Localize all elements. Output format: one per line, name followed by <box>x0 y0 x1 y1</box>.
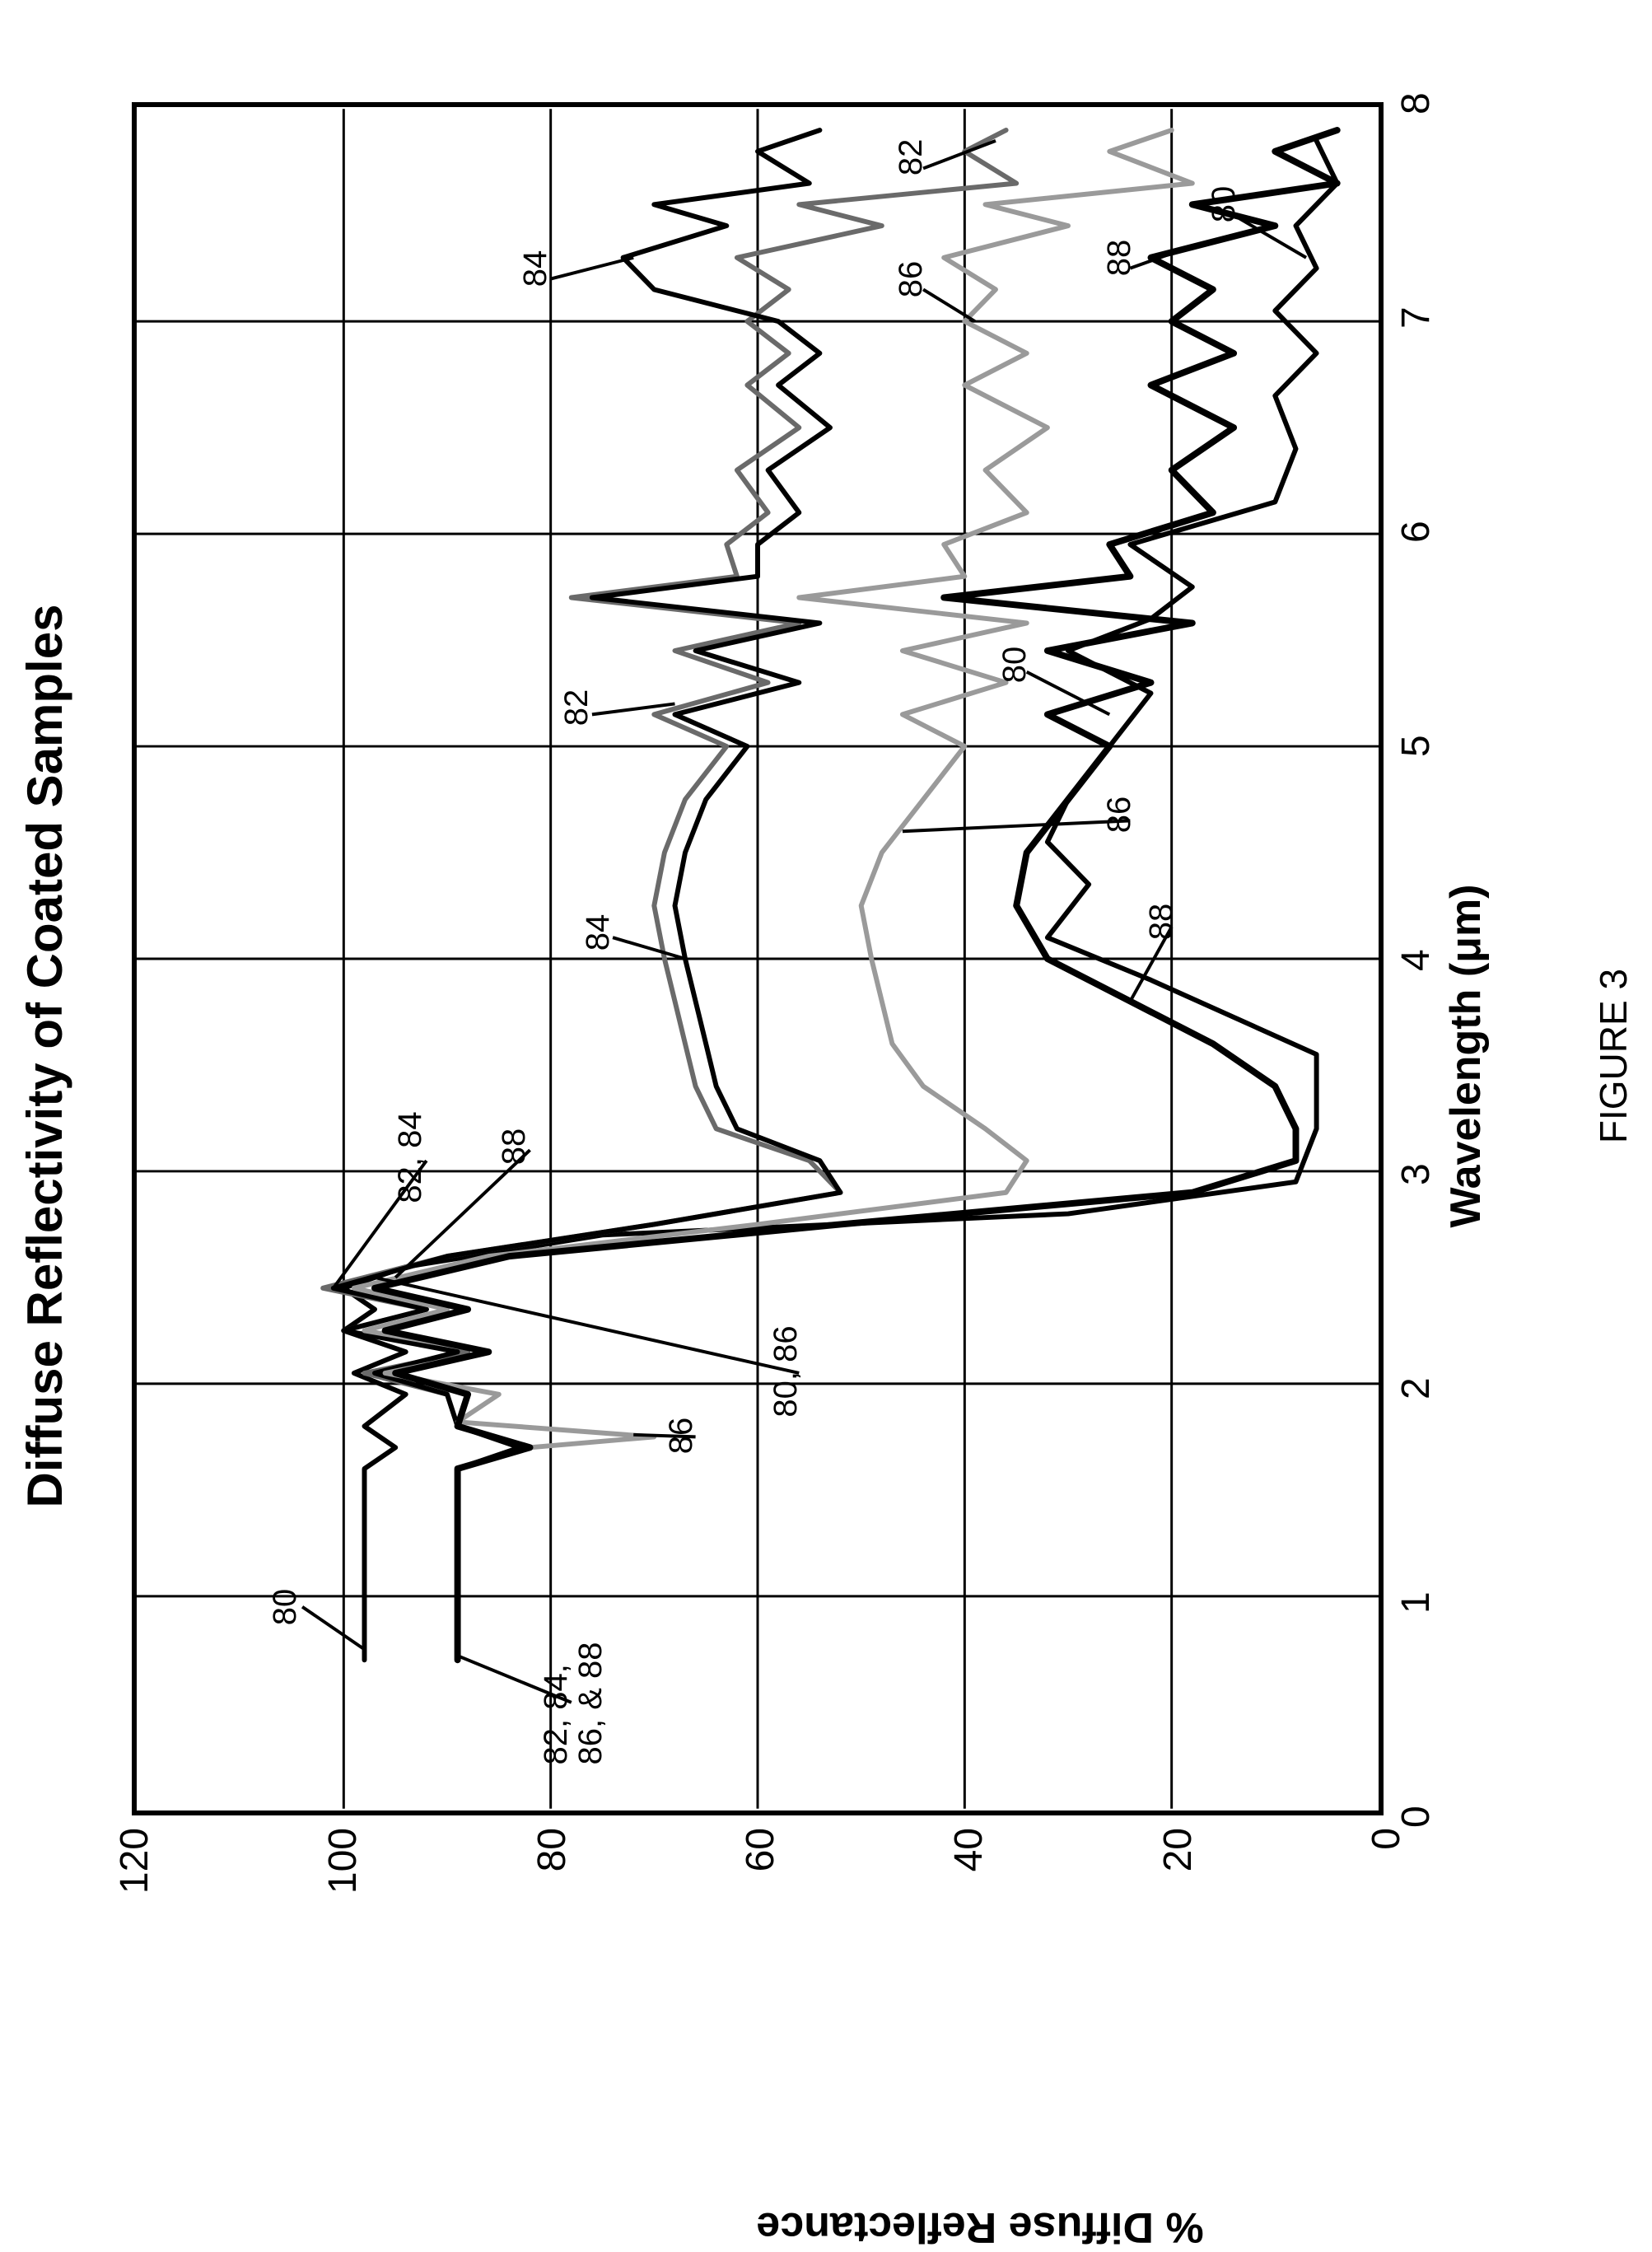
x-tick: 0 <box>1393 1806 1439 1828</box>
series-annotation: 88 <box>1144 904 1178 941</box>
chart-canvas: Diffuse Reflectivity of Coated Samples 8… <box>0 0 1652 2112</box>
series-annotation: 88 <box>1102 240 1136 277</box>
y-tick: 80 <box>530 1828 575 1927</box>
series-annotation: 86 <box>894 261 928 298</box>
series-annotation: 82 <box>894 139 928 176</box>
annotation-leaders <box>137 107 1379 1810</box>
series-annotation: 80 <box>997 647 1032 684</box>
y-tick: 100 <box>320 1828 366 1927</box>
y-axis-label: % Diffuse Reflectance <box>733 2203 1227 2252</box>
x-tick: 5 <box>1393 735 1439 757</box>
figure-caption: FIGURE 3 <box>1591 0 1636 2112</box>
y-tick: 120 <box>112 1828 157 1927</box>
x-tick: 7 <box>1393 306 1439 329</box>
y-tick: 20 <box>1155 1828 1201 1927</box>
series-annotation: 80 <box>1206 186 1241 223</box>
x-tick: 8 <box>1393 92 1439 114</box>
x-tick: 1 <box>1393 1591 1439 1614</box>
y-tick: 60 <box>738 1828 783 1927</box>
chart-title: Diffuse Reflectivity of Coated Samples <box>16 0 73 2112</box>
x-tick: 3 <box>1393 1163 1439 1185</box>
series-annotation: 82, 84,86, & 88 <box>539 1642 608 1764</box>
series-annotation: 86 <box>664 1418 698 1455</box>
series-annotation: 84 <box>581 914 615 951</box>
series-annotation: 80 <box>268 1589 302 1626</box>
series-annotation: 84 <box>518 250 553 287</box>
x-tick: 6 <box>1393 521 1439 543</box>
x-tick: 2 <box>1393 1377 1439 1399</box>
x-tick: 4 <box>1393 949 1439 971</box>
plot-area: 80 82, 84,86, & 88 82, 84 88 86 80, 86 84 88 86 8… <box>132 102 1384 1815</box>
series-annotation: 86 <box>1102 797 1136 834</box>
y-tick: 0 <box>1364 1828 1409 1927</box>
series-annotation: 82 <box>559 689 594 727</box>
series-annotation: 88 <box>497 1128 531 1166</box>
x-axis-label: Wavelength (μm) <box>1441 0 1491 2112</box>
y-tick: 40 <box>946 1828 992 1927</box>
series-annotation: 82, 84 <box>393 1111 427 1203</box>
series-annotation: 80, 86 <box>768 1325 803 1417</box>
